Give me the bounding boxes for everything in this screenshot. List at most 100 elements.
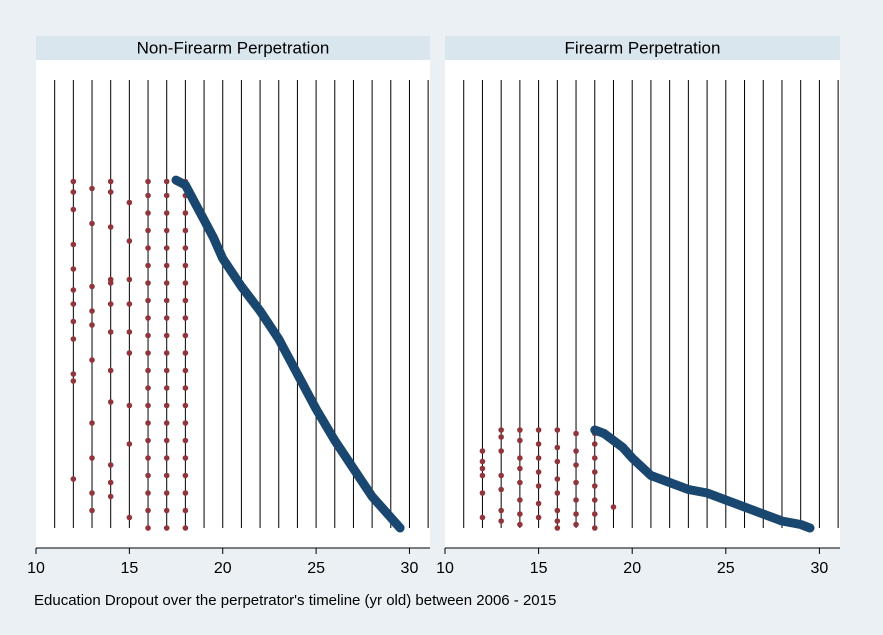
point bbox=[70, 178, 77, 185]
point bbox=[479, 490, 486, 496]
point bbox=[573, 479, 579, 486]
point bbox=[182, 350, 189, 356]
point bbox=[554, 507, 561, 514]
point bbox=[145, 490, 151, 496]
x-tick-label: 30 bbox=[401, 560, 419, 577]
point bbox=[182, 507, 189, 514]
point bbox=[591, 497, 598, 503]
point bbox=[163, 227, 170, 234]
point bbox=[145, 420, 151, 426]
point bbox=[182, 297, 189, 304]
point bbox=[554, 458, 561, 465]
point bbox=[89, 507, 95, 514]
point bbox=[182, 437, 189, 444]
point bbox=[107, 493, 114, 500]
x-tick-label: 30 bbox=[811, 560, 829, 577]
point bbox=[163, 420, 170, 426]
point bbox=[163, 178, 170, 185]
point bbox=[182, 472, 189, 479]
x-tick-label: 25 bbox=[307, 560, 325, 577]
point bbox=[182, 402, 189, 409]
point bbox=[517, 427, 523, 433]
point bbox=[535, 455, 542, 461]
point bbox=[591, 483, 598, 489]
point bbox=[163, 245, 170, 251]
point bbox=[535, 469, 542, 475]
point bbox=[145, 297, 151, 304]
point bbox=[145, 385, 151, 391]
point bbox=[479, 448, 486, 454]
point bbox=[554, 490, 561, 496]
point bbox=[554, 518, 561, 524]
point bbox=[163, 385, 170, 391]
point bbox=[89, 322, 95, 328]
point bbox=[89, 308, 95, 314]
point bbox=[70, 241, 77, 248]
point bbox=[145, 192, 151, 199]
point bbox=[163, 350, 170, 356]
point bbox=[89, 490, 95, 496]
point bbox=[498, 486, 504, 493]
point bbox=[145, 280, 151, 286]
point bbox=[163, 262, 170, 269]
point bbox=[107, 329, 114, 335]
point bbox=[591, 455, 598, 461]
point bbox=[163, 455, 170, 461]
x-tick-label: 15 bbox=[530, 560, 548, 577]
point bbox=[535, 514, 542, 521]
point bbox=[126, 329, 133, 335]
point bbox=[163, 297, 170, 304]
point bbox=[163, 192, 170, 199]
point bbox=[145, 402, 151, 409]
point bbox=[163, 525, 170, 531]
point bbox=[479, 514, 486, 521]
point bbox=[498, 472, 504, 479]
point bbox=[517, 437, 523, 444]
panel-title: Non-Firearm Perpetration bbox=[137, 38, 330, 57]
point bbox=[479, 472, 486, 479]
point bbox=[517, 479, 523, 486]
point bbox=[107, 224, 114, 230]
point bbox=[126, 276, 133, 283]
point bbox=[145, 178, 151, 185]
point bbox=[163, 437, 170, 444]
point bbox=[610, 504, 617, 510]
point bbox=[89, 420, 95, 426]
trend-line bbox=[171, 175, 405, 533]
point bbox=[498, 448, 504, 454]
point bbox=[70, 318, 77, 325]
point bbox=[107, 462, 114, 468]
point bbox=[535, 427, 542, 433]
point bbox=[182, 385, 189, 391]
point bbox=[573, 521, 579, 528]
x-tick-label: 15 bbox=[120, 560, 138, 577]
point bbox=[107, 479, 114, 486]
point bbox=[182, 315, 189, 321]
point bbox=[573, 511, 579, 517]
x-tick-label: 20 bbox=[214, 560, 232, 577]
x-tick-label: 25 bbox=[717, 560, 735, 577]
point bbox=[145, 332, 151, 339]
point bbox=[498, 507, 504, 514]
point bbox=[126, 402, 133, 409]
point bbox=[145, 315, 151, 321]
x-tick-label: 10 bbox=[27, 560, 45, 577]
point bbox=[517, 521, 523, 528]
point bbox=[554, 444, 561, 451]
point bbox=[126, 514, 133, 521]
point bbox=[591, 469, 598, 475]
point bbox=[145, 210, 151, 216]
point bbox=[573, 430, 579, 437]
point bbox=[89, 185, 95, 192]
point bbox=[182, 227, 189, 234]
point bbox=[182, 455, 189, 461]
point bbox=[554, 427, 561, 433]
point bbox=[163, 332, 170, 339]
point bbox=[182, 367, 189, 374]
point bbox=[107, 399, 114, 405]
point bbox=[591, 525, 598, 531]
point bbox=[145, 227, 151, 234]
point bbox=[517, 465, 523, 472]
panel-title: Firearm Perpetration bbox=[565, 38, 721, 57]
